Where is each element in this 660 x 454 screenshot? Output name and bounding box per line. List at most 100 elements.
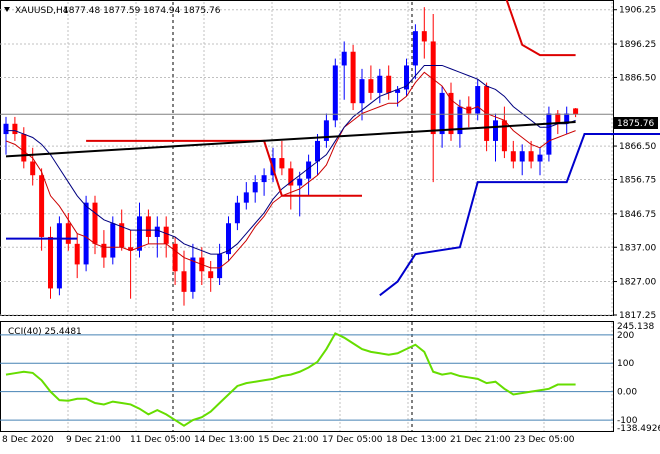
candle-body	[457, 106, 463, 135]
candle-body	[519, 151, 525, 162]
candle-body	[128, 247, 134, 251]
price-panel-frame	[0, 0, 614, 316]
cci-tick-label: -100	[617, 416, 638, 426]
cci-line	[5, 332, 576, 427]
cci-tick-label: 0.00	[617, 388, 637, 398]
candle-body	[341, 51, 347, 66]
candle-body	[48, 236, 53, 289]
current-price-tag	[614, 117, 658, 129]
price-tick-label: 1906.25	[619, 6, 656, 16]
candle-body	[368, 79, 374, 93]
time-tick-label: 8 Dec 2020	[2, 435, 54, 445]
time-tick-label: 9 Dec 21:00	[66, 435, 121, 445]
ma-fast-line	[5, 71, 576, 269]
candle-body	[12, 123, 18, 135]
candle-body	[297, 178, 303, 186]
cci-label: CCI(40) 25.4481	[8, 327, 82, 337]
candle-body	[279, 158, 285, 169]
candle-body	[546, 113, 552, 155]
candle-body	[110, 223, 116, 258]
candle-body	[3, 123, 9, 135]
candle-body	[501, 120, 507, 152]
candle-body	[226, 223, 231, 255]
candle-body	[163, 226, 169, 244]
candle-body	[421, 31, 427, 42]
ma-slow-line	[6, 64, 576, 255]
candle-body	[92, 202, 98, 244]
candle-body	[395, 89, 401, 93]
candle-body	[359, 79, 365, 104]
candle-body	[404, 65, 409, 90]
cci-tick-label: -138.4926	[617, 424, 660, 434]
price-tick-label: 1827.00	[619, 278, 656, 288]
price-tick-label: 1896.25	[619, 40, 656, 50]
cci-tick-label: 100	[617, 359, 634, 369]
candle-body	[528, 151, 534, 162]
candle-body	[377, 75, 383, 93]
supertrend-up-2-line	[379, 133, 660, 297]
symbol-label: XAUUSD,H4	[15, 6, 69, 16]
candle-body	[39, 175, 45, 237]
candle-body	[386, 75, 392, 93]
candle-body	[288, 168, 294, 186]
candle-body	[154, 226, 160, 237]
grid	[0, 2, 613, 431]
time-tick-label: 23 Dec 05:00	[514, 435, 575, 445]
candle-body	[234, 202, 240, 224]
supertrend-down-2-line	[505, 0, 576, 57]
candle-body	[65, 223, 71, 244]
triangle-down-icon[interactable]	[4, 7, 10, 12]
candle-body	[83, 202, 89, 265]
trendline-line	[5, 121, 576, 158]
candle-body	[332, 65, 338, 121]
axis-layer: 1906.25 1896.25 1886.50 1866.50 1856.75 1846.…	[2, 6, 660, 445]
cci-tick-label: 200	[617, 331, 634, 341]
candle-body	[350, 51, 356, 104]
ohlc-label: 1877.48 1877.59 1874.94 1875.76	[63, 6, 221, 16]
price-tick-label: 1837.00	[619, 243, 656, 253]
candle-body	[315, 140, 320, 162]
price-layer	[0, 0, 660, 306]
supertrend-down-line	[86, 139, 362, 197]
candle-body	[243, 192, 249, 203]
candle-body	[252, 182, 258, 193]
candle-body	[21, 134, 27, 162]
time-tick-label: 18 Dec 13:00	[386, 435, 447, 445]
candle-body	[475, 86, 481, 114]
candle-body	[217, 254, 223, 279]
candle-body	[412, 31, 418, 66]
candle-body	[555, 113, 561, 124]
cci-panel-frame	[0, 321, 614, 432]
candle-body	[101, 243, 107, 258]
candle-body	[137, 216, 142, 251]
cci-tick-label: 245.138	[617, 322, 654, 332]
candle-body	[190, 257, 196, 292]
candle-body	[208, 271, 214, 279]
price-tick-label: 1866.50	[619, 142, 656, 152]
candle-body	[261, 175, 267, 183]
time-tick-label: 17 Dec 05:00	[322, 435, 383, 445]
candle-body	[430, 41, 436, 135]
price-tick-label: 1817.25	[619, 311, 656, 321]
candle-body	[145, 216, 151, 237]
current-price-label: 1875.76	[617, 119, 654, 129]
candle-body	[439, 92, 445, 135]
candle-body	[181, 271, 187, 292]
candle-body	[537, 154, 543, 162]
cci-layer	[5, 332, 576, 427]
candle-body	[564, 113, 570, 124]
candle-body	[56, 223, 62, 289]
time-tick-label: 21 Dec 21:00	[450, 435, 511, 445]
price-tick-label: 1846.75	[619, 210, 656, 220]
candle-body	[448, 92, 454, 135]
candle-body	[172, 243, 178, 272]
time-tick-label: 11 Dec 05:00	[130, 435, 191, 445]
candle-body	[74, 243, 80, 265]
price-tick-label: 1856.75	[619, 176, 656, 186]
candle-body	[573, 108, 579, 115]
candle-body	[510, 151, 516, 162]
candle-body	[493, 120, 498, 141]
price-tick-label: 1886.50	[619, 73, 656, 83]
